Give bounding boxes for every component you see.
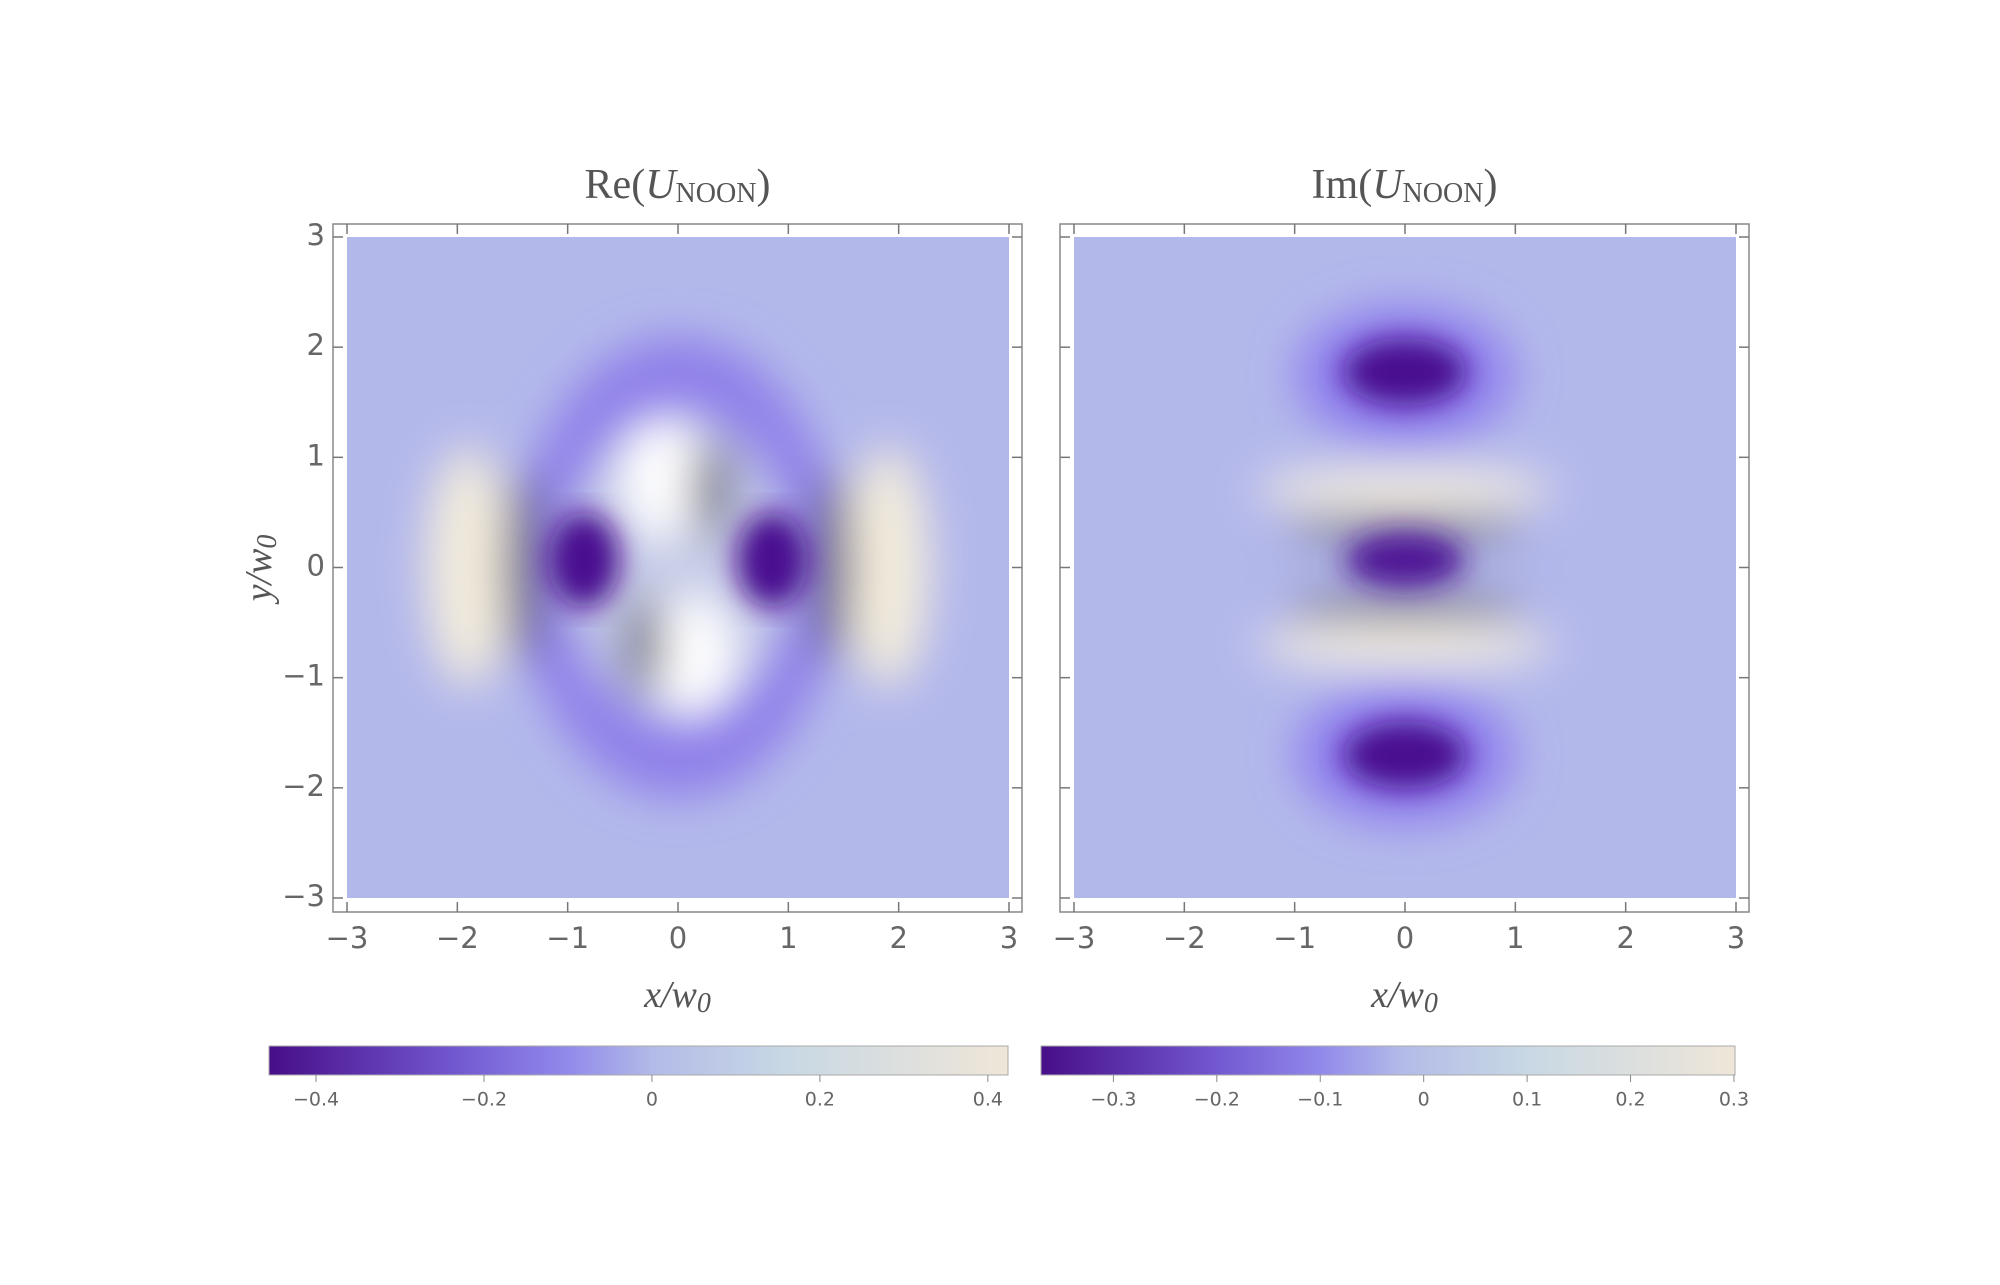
x-tick-label: 0 (1396, 921, 1414, 955)
title-part: Im( (1312, 162, 1373, 208)
colorbar-tick-label: 0.2 (1615, 1089, 1645, 1111)
label-part: y/w (238, 548, 280, 605)
colorbar (268, 1045, 1009, 1076)
title-part: ) (756, 162, 770, 208)
colorbar-tick-label: 0.2 (805, 1089, 835, 1111)
x-tick-label: 0 (669, 921, 687, 955)
x-tick-label: 3 (1000, 921, 1018, 955)
title-part: NOON (676, 178, 757, 209)
x-tick-label: 1 (1506, 921, 1524, 955)
x-tick-label: −1 (1273, 921, 1316, 955)
title-part: U (1372, 162, 1405, 208)
x-tick-label: −2 (1163, 921, 1206, 955)
y-tick-label: 1 (307, 438, 325, 472)
y-tick-label: −2 (282, 769, 325, 803)
colorbar-tick-label: −0.3 (1090, 1089, 1136, 1111)
density-image (1074, 237, 1736, 898)
title-part: U (645, 162, 678, 208)
colorbar-tick-label: −0.4 (293, 1089, 339, 1111)
y-tick-label: 2 (307, 328, 325, 362)
x-axis-label: x/w0 (643, 974, 711, 1020)
title-part: ) (1483, 162, 1497, 208)
x-tick-label: 2 (1616, 921, 1634, 955)
label-part: 0 (252, 535, 283, 549)
y-tick-label: −1 (282, 659, 325, 693)
x-tick-label: 2 (889, 921, 907, 955)
chart-title: Im(UNOON) (1312, 162, 1498, 210)
x-tick-label: 3 (1727, 921, 1745, 955)
colorbar (1040, 1045, 1736, 1076)
colorbar-tick-label: 0.1 (1512, 1089, 1542, 1111)
x-tick-label: −1 (546, 921, 589, 955)
colorbar-tick-label: −0.2 (1194, 1089, 1240, 1111)
colorbar-tick-label: 0 (1418, 1089, 1430, 1111)
colorbar-tick-label: −0.2 (461, 1089, 507, 1111)
y-tick-label: −3 (282, 879, 325, 913)
colorbar-tick-label: 0.4 (973, 1089, 1003, 1111)
label-part: x/w (643, 974, 697, 1016)
chart-title: Re(UNOON) (585, 162, 771, 210)
x-tick-label: −2 (436, 921, 479, 955)
x-tick-label: −3 (1053, 921, 1096, 955)
label-part: 0 (697, 988, 711, 1019)
density-image (347, 237, 1009, 898)
y-axis-label: y/w0 (238, 535, 284, 606)
x-axis-label: x/w0 (1370, 974, 1438, 1020)
x-tick-label: −3 (326, 921, 369, 955)
label-part: x/w (1370, 974, 1424, 1016)
colorbar-tick-label: −0.1 (1297, 1089, 1343, 1111)
label-part: 0 (1424, 988, 1438, 1019)
title-part: NOON (1403, 178, 1484, 209)
y-tick-label: 0 (307, 549, 325, 583)
y-tick-label: 3 (307, 218, 325, 252)
colorbar-tick-label: 0.3 (1719, 1089, 1749, 1111)
colorbar-tick-label: 0 (646, 1089, 658, 1111)
title-part: Re( (585, 162, 646, 208)
x-tick-label: 1 (779, 921, 797, 955)
